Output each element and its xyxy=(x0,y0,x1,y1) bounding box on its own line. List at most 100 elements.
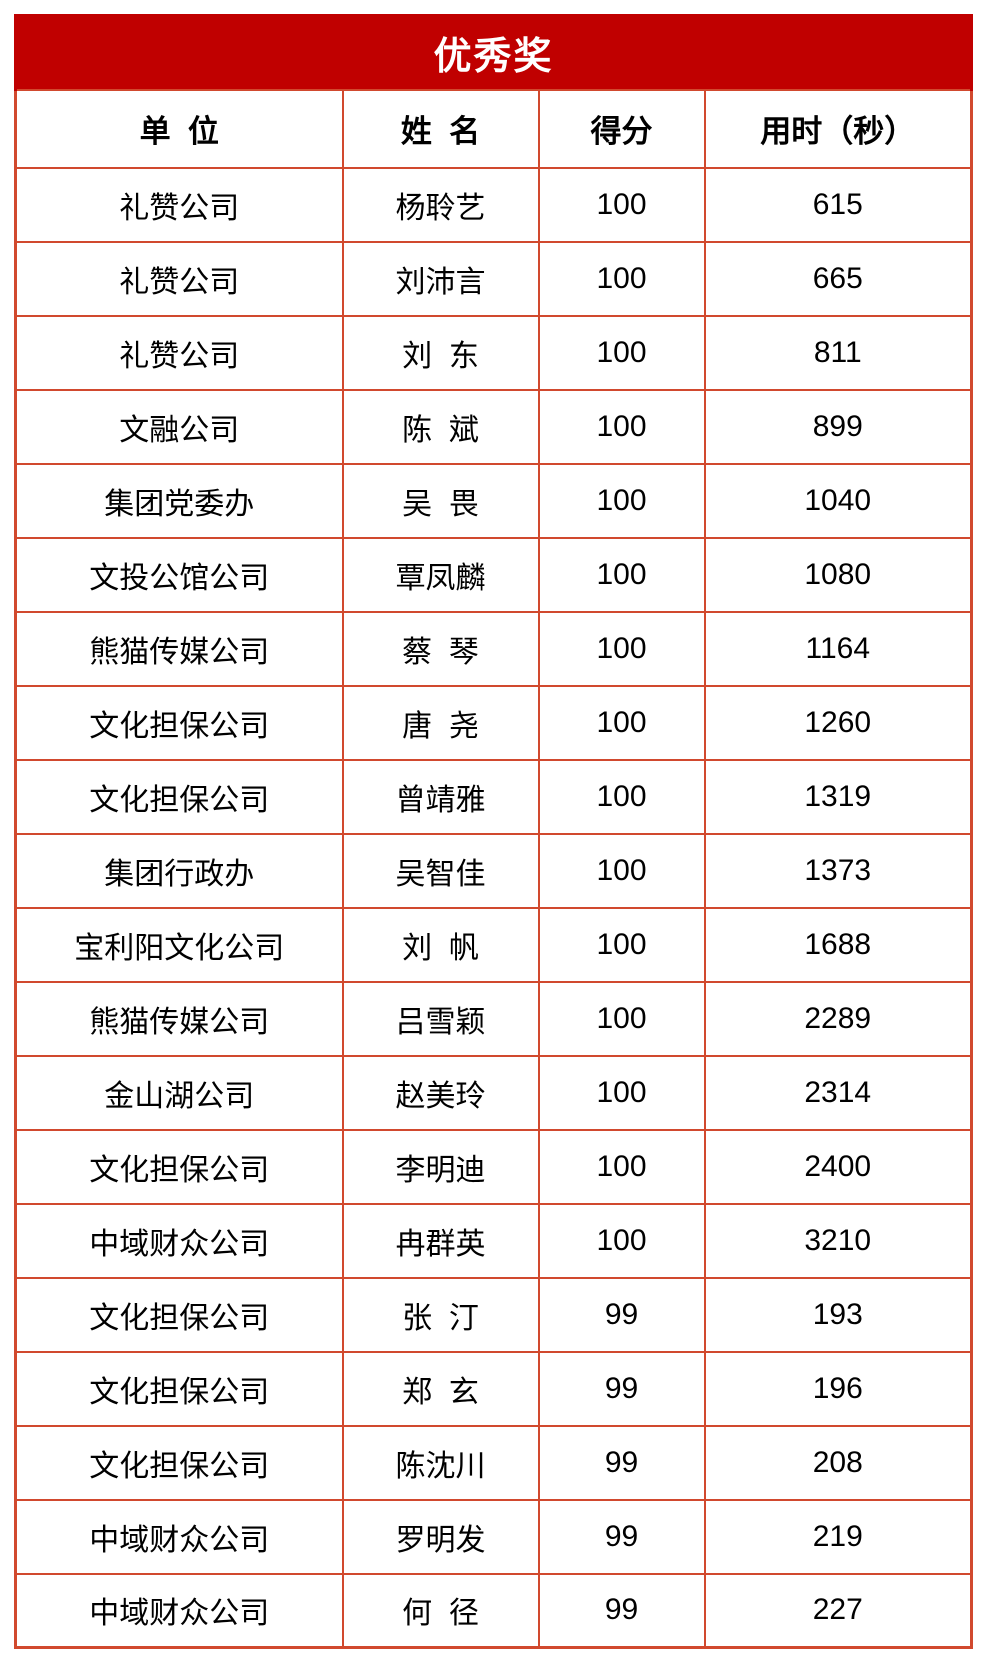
name-cell: 曾靖雅 xyxy=(341,758,540,835)
score-cell: 100 xyxy=(537,240,706,317)
table-row: 中域财众公司 冉群英 100 3210 xyxy=(14,1202,973,1279)
name-cell: 覃凤麟 xyxy=(341,536,540,613)
unit-cell: 熊猫传媒公司 xyxy=(14,980,344,1057)
time-cell: 219 xyxy=(703,1498,973,1575)
name-cell: 刘 东 xyxy=(341,314,540,391)
unit-cell: 集团行政办 xyxy=(14,832,344,909)
unit-cell: 中域财众公司 xyxy=(14,1202,344,1279)
unit-cell: 中域财众公司 xyxy=(14,1572,344,1649)
time-cell: 1688 xyxy=(703,906,973,983)
table-row: 礼赞公司 杨聆艺 100 615 xyxy=(14,166,973,243)
table-row: 金山湖公司 赵美玲 100 2314 xyxy=(14,1054,973,1131)
unit-cell: 文化担保公司 xyxy=(14,1350,344,1427)
table-row: 文化担保公司 唐 尧 100 1260 xyxy=(14,684,973,761)
table-row: 文投公馆公司 覃凤麟 100 1080 xyxy=(14,536,973,613)
table-row: 熊猫传媒公司 吕雪颖 100 2289 xyxy=(14,980,973,1057)
unit-cell: 熊猫传媒公司 xyxy=(14,610,344,687)
score-cell: 100 xyxy=(537,980,706,1057)
time-cell: 2289 xyxy=(703,980,973,1057)
score-cell: 100 xyxy=(537,1054,706,1131)
score-cell: 99 xyxy=(537,1276,706,1353)
unit-cell: 文融公司 xyxy=(14,388,344,465)
unit-cell: 集团党委办 xyxy=(14,462,344,539)
time-cell: 1319 xyxy=(703,758,973,835)
column-header-time: 用时（秒） xyxy=(703,88,973,169)
column-header-name: 姓 名 xyxy=(341,88,540,169)
score-cell: 100 xyxy=(537,166,706,243)
time-cell: 2314 xyxy=(703,1054,973,1131)
time-cell: 196 xyxy=(703,1350,973,1427)
unit-cell: 文投公馆公司 xyxy=(14,536,344,613)
table-body: 礼赞公司 杨聆艺 100 615 礼赞公司 刘沛言 100 665 礼赞公司 刘… xyxy=(14,166,973,1649)
name-cell: 赵美玲 xyxy=(341,1054,540,1131)
time-cell: 1373 xyxy=(703,832,973,909)
score-cell: 100 xyxy=(537,462,706,539)
name-cell: 蔡 琴 xyxy=(341,610,540,687)
time-cell: 3210 xyxy=(703,1202,973,1279)
time-cell: 615 xyxy=(703,166,973,243)
table-row: 文化担保公司 张 汀 99 193 xyxy=(14,1276,973,1353)
score-cell: 99 xyxy=(537,1350,706,1427)
unit-cell: 礼赞公司 xyxy=(14,314,344,391)
unit-cell: 中域财众公司 xyxy=(14,1498,344,1575)
name-cell: 罗明发 xyxy=(341,1498,540,1575)
name-cell: 郑 玄 xyxy=(341,1350,540,1427)
name-cell: 李明迪 xyxy=(341,1128,540,1205)
score-cell: 99 xyxy=(537,1424,706,1501)
score-cell: 99 xyxy=(537,1498,706,1575)
time-cell: 1040 xyxy=(703,462,973,539)
unit-cell: 文化担保公司 xyxy=(14,684,344,761)
award-table: 优秀奖 单 位 姓 名 得分 用时（秒） 礼赞公司 杨聆艺 100 615 礼 xyxy=(13,14,974,1649)
score-cell: 100 xyxy=(537,684,706,761)
table-row: 集团行政办 吴智佳 100 1373 xyxy=(14,832,973,909)
time-cell: 2400 xyxy=(703,1128,973,1205)
table-row: 礼赞公司 刘 东 100 811 xyxy=(14,314,973,391)
time-cell: 665 xyxy=(703,240,973,317)
table-row: 中域财众公司 罗明发 99 219 xyxy=(14,1498,973,1575)
unit-cell: 宝利阳文化公司 xyxy=(14,906,344,983)
table-row: 礼赞公司 刘沛言 100 665 xyxy=(14,240,973,317)
unit-cell: 金山湖公司 xyxy=(14,1054,344,1131)
time-cell: 227 xyxy=(703,1572,973,1649)
name-cell: 陈沈川 xyxy=(341,1424,540,1501)
score-cell: 100 xyxy=(537,906,706,983)
name-cell: 冉群英 xyxy=(341,1202,540,1279)
name-cell: 张 汀 xyxy=(341,1276,540,1353)
unit-cell: 文化担保公司 xyxy=(14,1276,344,1353)
time-cell: 193 xyxy=(703,1276,973,1353)
score-cell: 100 xyxy=(537,314,706,391)
table-row: 宝利阳文化公司 刘 帆 100 1688 xyxy=(14,906,973,983)
table-title: 优秀奖 xyxy=(13,14,974,91)
score-cell: 100 xyxy=(537,1128,706,1205)
name-cell: 吴 畏 xyxy=(341,462,540,539)
name-cell: 何 径 xyxy=(341,1572,540,1649)
score-cell: 100 xyxy=(537,388,706,465)
score-cell: 100 xyxy=(537,536,706,613)
title-row: 优秀奖 xyxy=(13,14,974,91)
score-cell: 100 xyxy=(537,610,706,687)
table-row: 文化担保公司 郑 玄 99 196 xyxy=(14,1350,973,1427)
time-cell: 1164 xyxy=(703,610,973,687)
name-cell: 刘 帆 xyxy=(341,906,540,983)
score-cell: 99 xyxy=(537,1572,706,1649)
time-cell: 1260 xyxy=(703,684,973,761)
time-cell: 899 xyxy=(703,388,973,465)
time-cell: 811 xyxy=(703,314,973,391)
unit-cell: 文化担保公司 xyxy=(14,1128,344,1205)
unit-cell: 礼赞公司 xyxy=(14,240,344,317)
name-cell: 陈 斌 xyxy=(341,388,540,465)
name-cell: 唐 尧 xyxy=(341,684,540,761)
name-cell: 吴智佳 xyxy=(341,832,540,909)
unit-cell: 文化担保公司 xyxy=(14,1424,344,1501)
table-row: 文化担保公司 陈沈川 99 208 xyxy=(14,1424,973,1501)
table-row: 文化担保公司 李明迪 100 2400 xyxy=(14,1128,973,1205)
score-cell: 100 xyxy=(537,832,706,909)
table-row: 文融公司 陈 斌 100 899 xyxy=(14,388,973,465)
column-header-unit: 单 位 xyxy=(14,88,344,169)
time-cell: 1080 xyxy=(703,536,973,613)
unit-cell: 文化担保公司 xyxy=(14,758,344,835)
name-cell: 杨聆艺 xyxy=(341,166,540,243)
unit-cell: 礼赞公司 xyxy=(14,166,344,243)
column-header-score: 得分 xyxy=(537,88,706,169)
